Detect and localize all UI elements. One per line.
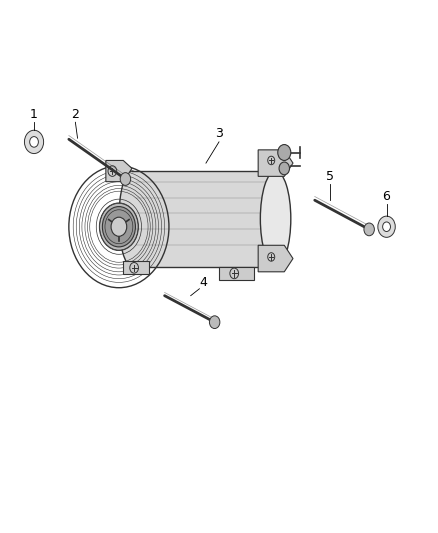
Text: 6: 6 [383,190,391,203]
Text: 1: 1 [30,108,38,120]
Polygon shape [258,150,293,176]
Text: 4: 4 [199,276,207,289]
Text: 3: 3 [215,127,223,140]
Circle shape [278,144,291,160]
Ellipse shape [260,171,291,266]
Circle shape [383,222,391,231]
Polygon shape [123,261,149,274]
Circle shape [279,162,290,175]
Text: 5: 5 [326,169,334,183]
Circle shape [99,203,138,251]
Polygon shape [132,171,276,266]
Circle shape [120,173,131,185]
Circle shape [111,217,127,236]
Polygon shape [219,266,254,280]
Polygon shape [258,245,293,272]
Circle shape [364,223,374,236]
Circle shape [209,316,220,328]
Ellipse shape [119,171,145,266]
Text: 2: 2 [71,108,79,120]
Polygon shape [106,160,132,182]
Circle shape [378,216,395,237]
Circle shape [113,219,125,235]
Circle shape [102,207,135,247]
Circle shape [30,136,39,147]
Circle shape [25,130,44,154]
